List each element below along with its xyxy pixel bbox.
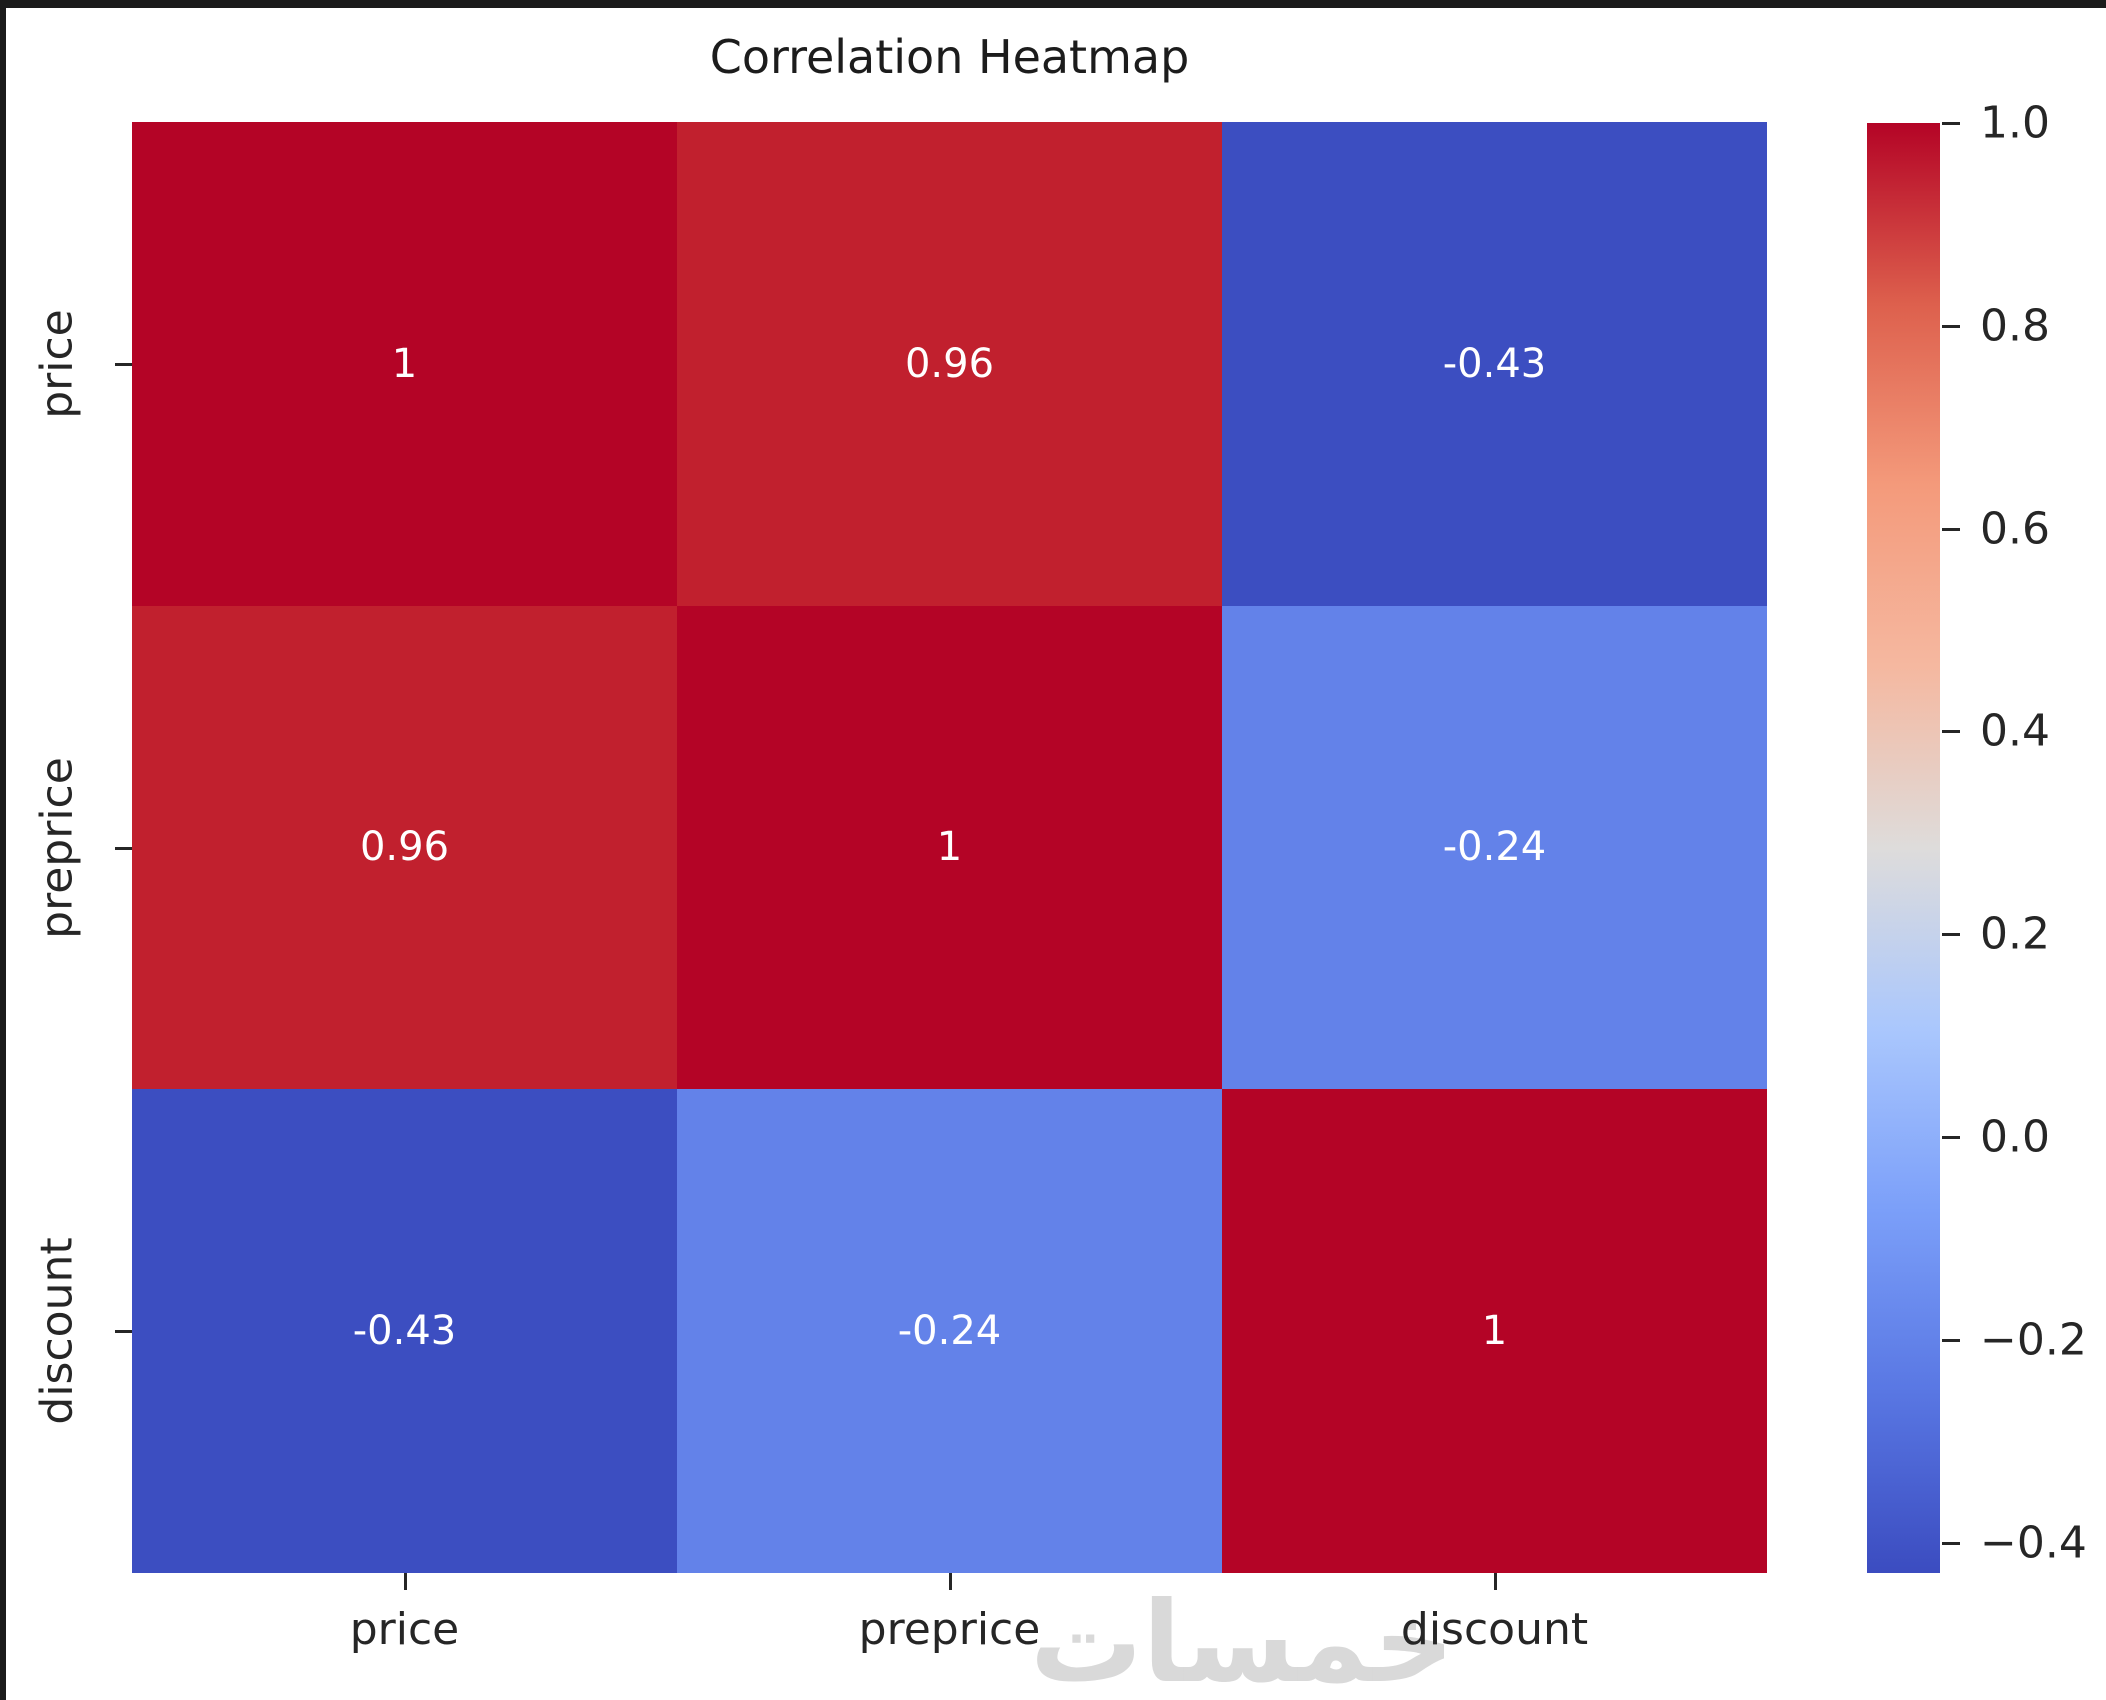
- cell-value-label: 1: [1481, 1308, 1508, 1355]
- y-axis-label-price[interactable]: price: [31, 309, 83, 419]
- colorbar-tick-label-0.0: 0.0: [1980, 1111, 2050, 1163]
- y-axis-label-discount[interactable]: discount: [31, 1237, 83, 1425]
- cell-value-label: 1: [391, 340, 418, 387]
- chart-title: Correlation Heatmap: [709, 30, 1190, 84]
- heatmap-cell-discount-preprice[interactable]: -0.24: [677, 1089, 1222, 1573]
- colorbar-tick-0.0: [1942, 1135, 1960, 1139]
- cell-value-label: 0.96: [359, 824, 450, 871]
- colorbar-tick-label-−0.4: −0.4: [1980, 1517, 2087, 1569]
- colorbar-tick-−0.2: [1942, 1338, 1960, 1342]
- colorbar-tick-0.4: [1942, 730, 1960, 734]
- cell-value-label: -0.24: [897, 1308, 1002, 1355]
- y-tick-discount: [115, 1330, 132, 1334]
- heatmap-cell-price-discount[interactable]: -0.43: [1222, 122, 1767, 606]
- watermark-text: خمسات: [1030, 1578, 1455, 1700]
- y-tick-price: [115, 362, 132, 366]
- heatmap-cell-preprice-price[interactable]: 0.96: [132, 605, 677, 1090]
- colorbar-tick-label-0.4: 0.4: [1980, 705, 2050, 757]
- x-axis-label-price[interactable]: price: [349, 1604, 460, 1655]
- colorbar-tick-−0.4: [1942, 1541, 1960, 1545]
- colorbar-tick-label-1.0: 1.0: [1980, 97, 2050, 149]
- colorbar-tick-0.8: [1942, 324, 1960, 328]
- colorbar-tick-1.0: [1942, 122, 1960, 125]
- cell-value-label: -0.24: [1442, 824, 1547, 871]
- x-axis-label-preprice[interactable]: preprice: [858, 1604, 1041, 1655]
- colorbar-tick-label-0.8: 0.8: [1980, 300, 2050, 352]
- x-tick-discount: [1493, 1573, 1497, 1590]
- left-border: [0, 0, 6, 1700]
- heatmap-cell-price-price[interactable]: 1: [132, 122, 677, 606]
- y-tick-preprice: [115, 846, 132, 850]
- heatmap-cell-price-preprice[interactable]: 0.96: [677, 122, 1222, 606]
- cell-value-label: 1: [936, 824, 963, 871]
- x-axis-label-discount[interactable]: discount: [1400, 1604, 1589, 1655]
- heatmap-cell-discount-discount[interactable]: 1: [1222, 1089, 1767, 1573]
- colorbar-tick-0.6: [1942, 527, 1960, 531]
- colorbar-tick-label-0.2: 0.2: [1980, 908, 2050, 960]
- heatmap-cell-preprice-discount[interactable]: -0.24: [1222, 605, 1767, 1090]
- heatmap-grid: 1 0.96 -0.43 0.96 1 -0.24 -0.43 -0.24 1: [132, 122, 1767, 1573]
- cell-value-label: 0.96: [904, 340, 995, 387]
- colorbar-tick-label-0.6: 0.6: [1980, 503, 2050, 555]
- heatmap-cell-discount-price[interactable]: -0.43: [132, 1089, 677, 1573]
- cell-value-label: -0.43: [352, 1308, 457, 1355]
- colorbar-tick-label-−0.2: −0.2: [1980, 1314, 2087, 1366]
- x-tick-preprice: [948, 1573, 952, 1590]
- cell-value-label: -0.43: [1442, 340, 1547, 387]
- colorbar: [1867, 123, 1940, 1573]
- y-axis-label-preprice[interactable]: preprice: [31, 756, 83, 939]
- top-border: [0, 0, 2106, 8]
- heatmap-cell-preprice-preprice[interactable]: 1: [677, 605, 1222, 1090]
- colorbar-tick-0.2: [1942, 933, 1960, 937]
- x-tick-price: [403, 1573, 407, 1590]
